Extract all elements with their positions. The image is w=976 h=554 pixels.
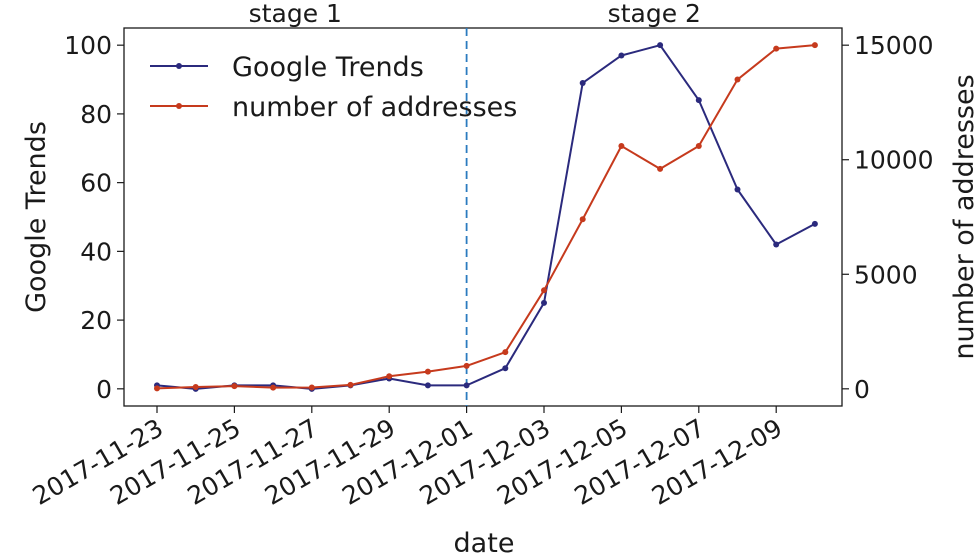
data-point-google-trends (657, 42, 664, 49)
series-layer (154, 42, 818, 392)
right-y-tick-label: 10000 (854, 146, 934, 175)
data-point-number-of-addresses (734, 76, 741, 83)
legend: Google Trends number of addresses (150, 52, 517, 123)
data-point-number-of-addresses (308, 384, 315, 391)
legend-label-number-of-addresses: number of addresses (232, 92, 517, 123)
data-point-google-trends (463, 382, 470, 389)
legend-label-google-trends: Google Trends (232, 52, 424, 83)
plot-frame (123, 27, 843, 407)
x-axis: 2017-11-232017-11-252017-11-272017-11-29… (28, 406, 787, 511)
data-point-google-trends (734, 186, 741, 193)
data-point-number-of-addresses (463, 362, 470, 369)
legend-marker-number-of-addresses (176, 103, 182, 109)
right-y-axis-title: number of addresses (949, 74, 976, 359)
series-line-number-of-addresses (156, 44, 815, 390)
data-point-number-of-addresses (231, 383, 238, 390)
data-point-number-of-addresses (154, 385, 160, 392)
data-point-number-of-addresses (695, 142, 702, 149)
data-point-google-trends (541, 299, 547, 306)
right-y-axis: 0 5000 10000 15000 (842, 31, 934, 404)
data-point-google-trends (502, 365, 509, 372)
left-y-tick-label: 20 (80, 306, 112, 335)
right-y-tick-label: 15000 (854, 31, 934, 60)
data-point-google-trends (695, 97, 702, 104)
data-point-number-of-addresses (192, 383, 199, 390)
stage-1-label: stage 1 (249, 0, 342, 28)
series-line-google-trends (156, 44, 816, 390)
left-y-tick-label: 0 (96, 375, 112, 404)
left-y-axis-title: Google Trends (21, 121, 52, 313)
data-point-number-of-addresses (811, 42, 818, 49)
data-point-number-of-addresses (347, 381, 354, 388)
left-y-tick-label: 40 (80, 237, 112, 266)
data-point-number-of-addresses (657, 165, 664, 172)
data-point-number-of-addresses (502, 349, 509, 356)
data-point-number-of-addresses (386, 373, 393, 380)
left-y-tick-label: 100 (64, 31, 112, 60)
left-y-axis: 0 20 40 60 80 100 (64, 31, 124, 404)
data-point-number-of-addresses (618, 142, 625, 149)
data-point-google-trends (579, 79, 586, 86)
left-y-tick-label: 60 (80, 169, 112, 198)
stage-2-label: stage 2 (608, 0, 701, 28)
data-point-google-trends (811, 220, 818, 227)
right-y-tick-label: 0 (854, 375, 870, 404)
left-y-tick-label: 80 (80, 100, 112, 129)
data-point-number-of-addresses (541, 287, 547, 294)
data-point-number-of-addresses (773, 45, 780, 52)
legend-marker-google-trends (176, 63, 182, 69)
data-point-google-trends (773, 241, 780, 248)
data-point-number-of-addresses (579, 216, 586, 223)
data-point-google-trends (618, 52, 625, 59)
data-point-number-of-addresses (424, 368, 431, 375)
x-axis-title: date (454, 528, 515, 554)
right-y-tick-label: 5000 (854, 260, 918, 289)
data-point-google-trends (424, 382, 431, 389)
data-point-number-of-addresses (270, 384, 277, 391)
